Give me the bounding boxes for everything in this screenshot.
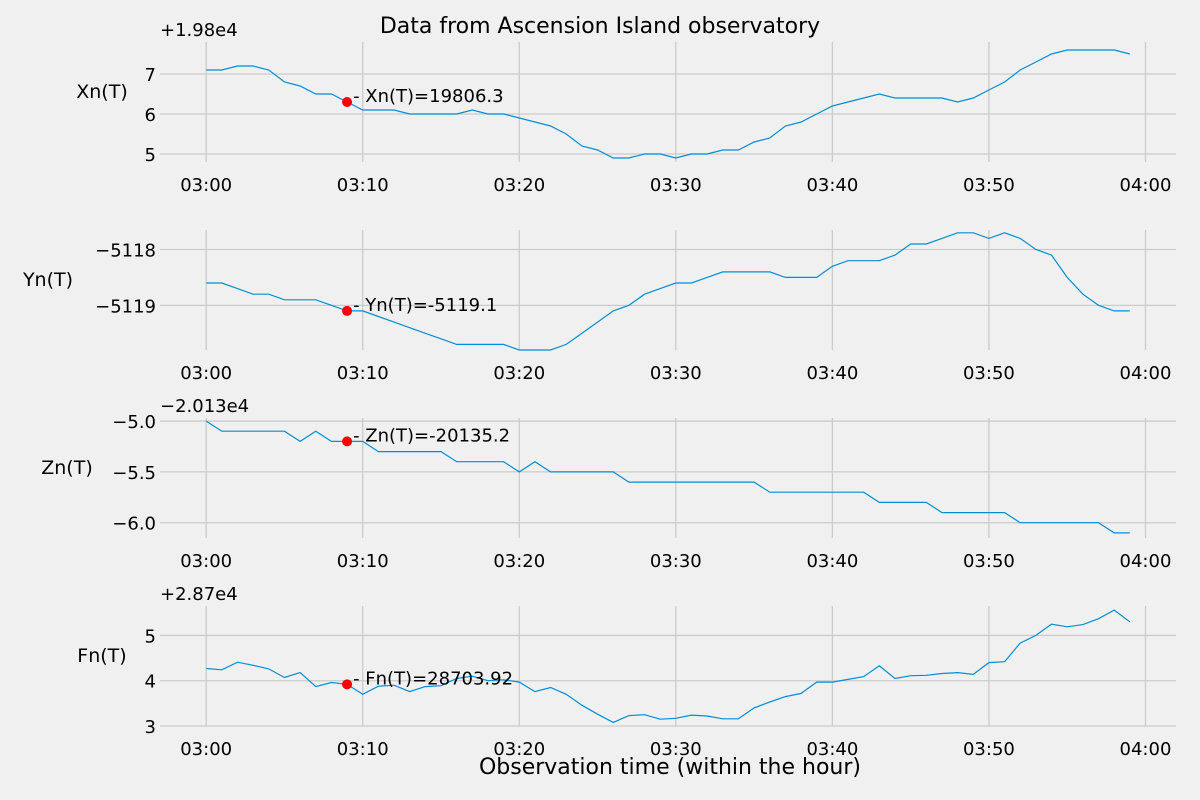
x-tick-label: 03:20: [493, 739, 545, 760]
x-tick-label: 03:30: [650, 363, 702, 384]
y-axis-label: Xn(T): [76, 81, 128, 103]
panel-Zn(T): 03:00 03:10 03:20 03:30 03:40 03:50 04:00 −6.0 −…: [41, 396, 1176, 572]
x-tick-label: 03:20: [493, 551, 545, 572]
x-tick-label: 03:20: [493, 363, 545, 384]
marker-annotation: - Yn(T)=-5119.1: [353, 295, 497, 316]
x-tick-label: 03:10: [337, 739, 389, 760]
x-tick-label: 03:00: [180, 739, 232, 760]
x-tick-label: 03:00: [180, 363, 232, 384]
y-tick-label: 3: [145, 717, 156, 738]
marker-annotation: - Fn(T)=28703.92: [353, 668, 513, 689]
panel-Yn(T): 03:00 03:10 03:20 03:30 03:40 03:50 04:00 −5119…: [22, 230, 1176, 384]
x-tick-label: 04:00: [1120, 363, 1172, 384]
panel-Xn(T): 03:00 03:10 03:20 03:30 03:40 03:50 04:00 5 6 7 +1…: [76, 20, 1176, 196]
y-tick-label: −5118: [95, 241, 156, 262]
marker-annotation: - Zn(T)=-20135.2: [353, 425, 510, 446]
x-tick-label: 03:10: [337, 551, 389, 572]
x-tick-label: 03:40: [806, 175, 858, 196]
y-tick-label: 7: [145, 65, 156, 86]
x-tick-label: 03:40: [806, 363, 858, 384]
x-tick-label: 03:20: [493, 175, 545, 196]
x-tick-label: 03:50: [963, 363, 1015, 384]
x-tick-label: 03:40: [806, 551, 858, 572]
x-tick-label: 03:30: [650, 175, 702, 196]
panel-Fn(T): 03:00 03:10 03:20 03:30 03:40 03:50 04:00 3 4 5+2…: [77, 584, 1176, 760]
x-tick-label: 03:50: [963, 175, 1015, 196]
x-tick-label: 03:50: [963, 551, 1015, 572]
y-tick-label: 5: [145, 145, 156, 166]
y-offset-label: −2.013e4: [160, 396, 249, 417]
marker-point: [342, 679, 353, 690]
y-offset-label: +2.87e4: [160, 584, 238, 605]
y-offset-label: +1.98e4: [160, 20, 238, 41]
marker-point: [342, 305, 353, 316]
x-axis-label: Observation time (within the hour): [479, 755, 861, 780]
series-line: [206, 232, 1130, 351]
y-tick-label: −5.5: [112, 463, 156, 484]
x-tick-label: 03:00: [180, 551, 232, 572]
y-axis-label: Fn(T): [77, 645, 126, 667]
x-tick-label: 03:50: [963, 739, 1015, 760]
y-axis-label: Yn(T): [22, 269, 73, 291]
x-tick-label: 04:00: [1120, 739, 1172, 760]
x-tick-label: 03:30: [650, 551, 702, 572]
marker-point: [342, 436, 353, 447]
y-tick-label: −5119: [95, 296, 156, 317]
x-tick-label: 03:40: [806, 739, 858, 760]
x-tick-label: 04:00: [1120, 551, 1172, 572]
x-tick-label: 04:00: [1120, 175, 1172, 196]
y-tick-label: 5: [145, 626, 156, 647]
x-tick-label: 03:30: [650, 739, 702, 760]
y-tick-label: −6.0: [112, 514, 156, 535]
y-tick-label: 4: [145, 672, 156, 693]
marker-annotation: - Xn(T)=19806.3: [353, 86, 504, 107]
chart-title: Data from Ascension Island observatory: [380, 14, 820, 39]
y-tick-label: 6: [145, 105, 156, 126]
panels: 03:00 03:10 03:20 03:30 03:40 03:50 04:00 5 6 7 +1…: [22, 20, 1176, 760]
series-line: [206, 49, 1130, 159]
series-line: [205, 420, 1130, 534]
series-line: [206, 609, 1131, 724]
x-tick-label: 03:10: [337, 175, 389, 196]
x-tick-label: 03:00: [180, 175, 232, 196]
x-tick-label: 03:10: [337, 363, 389, 384]
marker-point: [342, 97, 353, 107]
y-tick-label: −5.0: [112, 412, 156, 433]
y-axis-label: Zn(T): [41, 457, 93, 479]
